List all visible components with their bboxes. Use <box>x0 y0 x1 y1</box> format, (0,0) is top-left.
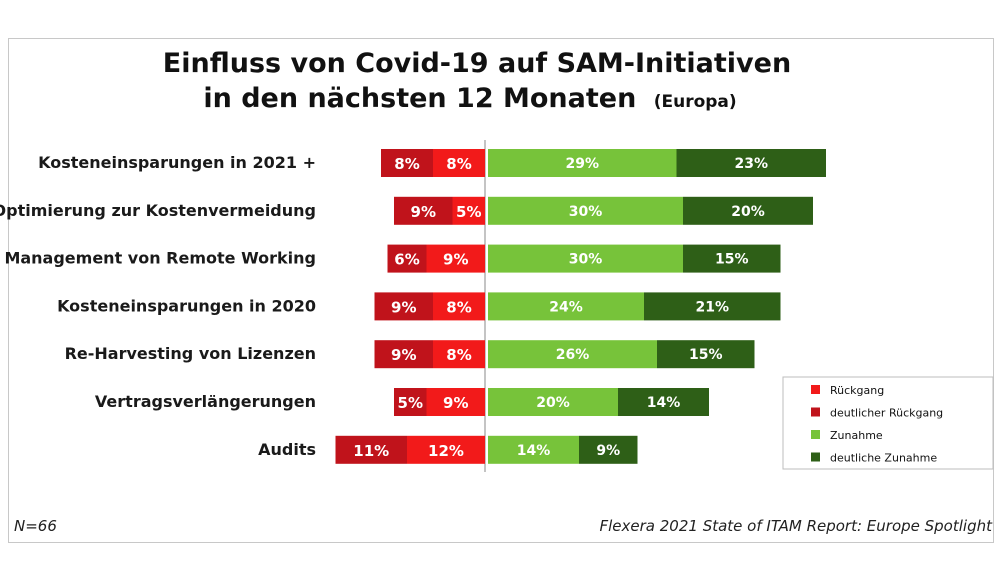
data-label-zunahme-6: 14% <box>517 443 551 459</box>
category-label-vertragsverl-ngerungen: Vertragsverlängerungen <box>95 392 316 411</box>
data-label-zunahme-2: 30% <box>569 252 603 268</box>
category-label-kosteneinsparungen-in-2020: Kosteneinsparungen in 2020 <box>57 296 316 315</box>
bar-deutlicher-r-ckgang-6 <box>335 435 407 464</box>
chart-title-line-1: Einfluss von Covid-19 auf SAM-Initiative… <box>163 48 791 79</box>
legend-swatch-zunahme <box>811 430 820 439</box>
bars-group: 8% 8% 29% 23% 5% 9% 30% 20% 9% 6% 30% 15% 8% 9% 24% 21%… <box>335 149 826 464</box>
data-label-deutliche-zunahme-2: 15% <box>715 252 749 268</box>
data-label-r-ckgang-6: 12% <box>428 442 464 460</box>
bar-deutlicher-r-ckgang-1 <box>394 196 453 225</box>
bar-deutlicher-r-ckgang-2 <box>387 244 427 273</box>
bar-r-ckgang-5 <box>426 388 485 416</box>
legend-swatch-deutliche-zunahme <box>811 452 820 462</box>
data-label-deutlicher-r-ckgang-5: 5% <box>398 394 423 412</box>
data-label-deutlicher-r-ckgang-6: 11% <box>353 442 389 460</box>
bar-zunahme-6 <box>488 435 579 464</box>
bar-deutliche-zunahme-2 <box>683 244 781 273</box>
bar-r-ckgang-1 <box>452 196 485 225</box>
data-label-zunahme-1: 30% <box>569 204 603 220</box>
data-label-r-ckgang-5: 9% <box>443 394 468 412</box>
chart-title-suffix: (Europa) <box>654 92 737 112</box>
chart-frame <box>8 38 994 543</box>
legend-label-zunahme: Zunahme <box>830 429 883 442</box>
legend-label-deutlicher-r-ckgang: deutlicher Rückgang <box>830 407 943 420</box>
category-label-optimierung-zur-kostenvermeidung: Optimierung zur Kostenvermeidung <box>0 201 316 220</box>
bar-deutlicher-r-ckgang-4 <box>374 340 433 369</box>
legend-label-deutliche-zunahme: deutliche Zunahme <box>830 452 937 465</box>
bar-zunahme-4 <box>488 340 657 369</box>
data-label-zunahme-3: 24% <box>549 299 583 315</box>
category-label-kosteneinsparungen-in-2021: Kosteneinsparungen in 2021 + <box>38 153 316 172</box>
bar-r-ckgang-4 <box>433 340 485 369</box>
legend-swatch-deutlicher-r-ckgang <box>811 407 820 417</box>
category-label-management-von-remote-working: Management von Remote Working <box>4 249 316 268</box>
bar-zunahme-3 <box>488 292 644 321</box>
bar-r-ckgang-0 <box>433 149 485 177</box>
data-label-deutliche-zunahme-0: 23% <box>734 156 768 172</box>
bar-r-ckgang-3 <box>433 292 485 321</box>
category-label-re-harvesting-von-lizenzen: Re-Harvesting von Lizenzen <box>65 344 316 363</box>
data-label-r-ckgang-2: 9% <box>443 251 468 269</box>
bar-deutliche-zunahme-1 <box>683 196 813 225</box>
bar-r-ckgang-2 <box>426 244 485 273</box>
bar-zunahme-5 <box>488 388 618 416</box>
bar-deutliche-zunahme-4 <box>657 340 755 369</box>
data-label-deutlicher-r-ckgang-1: 9% <box>411 203 436 221</box>
chart-title-line-2: in den nächsten 12 Monaten (Europa) <box>203 83 736 114</box>
bar-deutlicher-r-ckgang-3 <box>374 292 433 321</box>
bar-deutlicher-r-ckgang-5 <box>394 388 427 416</box>
data-label-zunahme-4: 26% <box>556 347 590 363</box>
data-label-deutliche-zunahme-5: 14% <box>647 395 681 411</box>
data-label-r-ckgang-0: 8% <box>446 155 471 173</box>
data-label-deutliche-zunahme-4: 15% <box>689 347 723 363</box>
bar-zunahme-2 <box>488 244 683 273</box>
data-label-zunahme-0: 29% <box>565 156 599 172</box>
legend-label-r-ckgang: Rückgang <box>830 384 884 397</box>
bar-deutliche-zunahme-3 <box>644 292 781 321</box>
bar-deutlicher-r-ckgang-0 <box>381 149 433 177</box>
bar-deutliche-zunahme-0 <box>676 149 826 177</box>
data-label-deutliche-zunahme-3: 21% <box>695 299 729 315</box>
legend: Rückgang deutlicher Rückgang Zunahme deutli… <box>782 376 994 470</box>
sample-size: N=66 <box>14 517 57 535</box>
category-label-audits: Audits <box>258 440 316 459</box>
data-label-deutliche-zunahme-6: 9% <box>596 443 620 459</box>
data-label-zunahme-5: 20% <box>536 395 570 411</box>
chart-title-line-2-main: in den nächsten 12 Monaten <box>203 83 636 114</box>
bar-zunahme-1 <box>488 196 683 225</box>
data-label-r-ckgang-3: 8% <box>446 298 471 316</box>
data-label-deutlicher-r-ckgang-3: 9% <box>391 298 416 316</box>
data-label-deutlicher-r-ckgang-0: 8% <box>394 155 419 173</box>
bar-deutliche-zunahme-6 <box>579 435 638 464</box>
data-label-deutlicher-r-ckgang-4: 9% <box>391 346 416 364</box>
bar-r-ckgang-6 <box>407 435 485 464</box>
bar-zunahme-0 <box>488 149 677 177</box>
data-label-deutliche-zunahme-1: 20% <box>731 204 765 220</box>
source-note: Flexera 2021 State of ITAM Report: Europ… <box>600 517 994 535</box>
data-label-deutlicher-r-ckgang-2: 6% <box>394 251 419 269</box>
legend-swatch-r-ckgang <box>811 385 820 394</box>
data-label-r-ckgang-1: 5% <box>456 203 481 221</box>
category-labels: Kosteneinsparungen in 2021 + Optimierung … <box>0 153 316 459</box>
data-label-r-ckgang-4: 8% <box>446 346 471 364</box>
bar-deutliche-zunahme-5 <box>618 388 709 416</box>
